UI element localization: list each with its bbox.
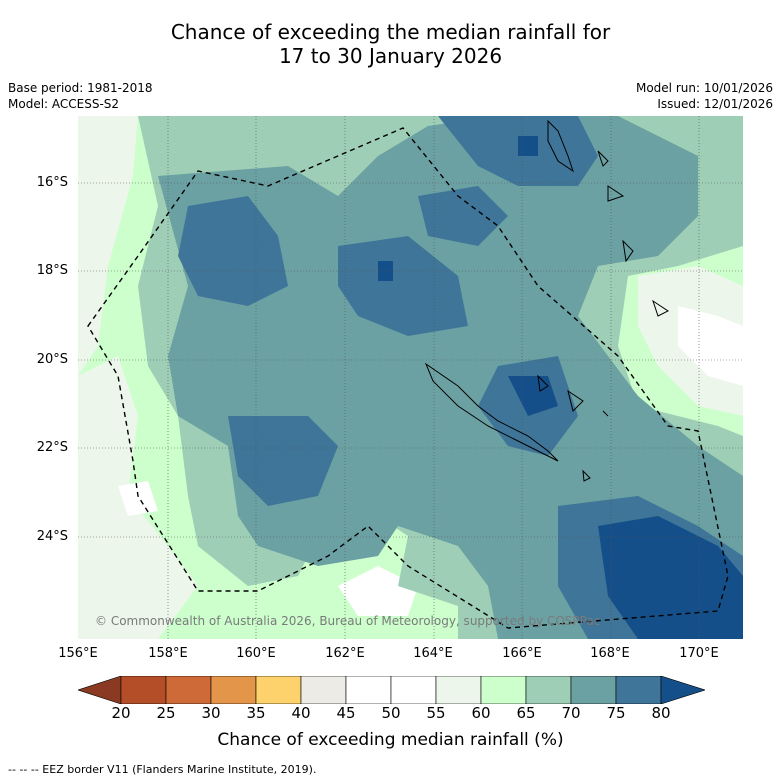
- lon-label-170e: 170°E: [679, 646, 719, 661]
- new-caledonia-coast: [424, 362, 559, 462]
- colorbar-arrow-low: [78, 676, 122, 704]
- lon-label-160e: 160°E: [236, 646, 276, 661]
- meta-right: Model run: 10/01/2026 Issued: 12/01/2026: [636, 80, 773, 112]
- lon-label-158e: 158°E: [148, 646, 188, 661]
- zone-75-80-west: [178, 196, 288, 306]
- graticule: [78, 116, 743, 639]
- colorbar-arrow-high: [660, 676, 705, 704]
- meta-left: Base period: 1981-2018 Model: ACCESS-S2: [8, 80, 153, 112]
- colorbar-segment: [435, 676, 482, 704]
- zone-55-60-west: [78, 116, 198, 639]
- lon-label-162e: 162°E: [325, 646, 365, 661]
- lon-label-164e: 164°E: [413, 646, 453, 661]
- zone-50-55-west: [118, 481, 158, 516]
- colorbar-tick-label: 25: [156, 704, 176, 722]
- eez-legend: -- -- -- EEZ border V11 (Flanders Marine…: [8, 763, 317, 776]
- colorbar-segment: [525, 676, 572, 704]
- colorbar-tick-label: 40: [291, 704, 311, 722]
- colorbar-segment: [300, 676, 347, 704]
- colorbar-tick-label: 60: [471, 704, 491, 722]
- colorbar-tick-label: 45: [336, 704, 356, 722]
- rainfall-map: [78, 116, 743, 639]
- colorbar-tick-label: 75: [606, 704, 626, 722]
- colorbar-segment: [615, 676, 662, 704]
- lat-label-16s: 16°S: [36, 175, 68, 190]
- vanuatu-coast-north: [547, 119, 574, 173]
- zone-75-80-southwest: [228, 416, 338, 506]
- copyright-notice: © Commonwealth of Australia 2026, Bureau…: [95, 614, 601, 628]
- colorbar-tick-label: 55: [426, 704, 446, 722]
- colorbar-tick-label: 65: [516, 704, 536, 722]
- colorbar-tick-label: 35: [246, 704, 266, 722]
- colorbar-segment: [480, 676, 527, 704]
- colorbar-segment: [345, 676, 392, 704]
- colorbar-tick-label: 70: [561, 704, 581, 722]
- colorbar-segment: [255, 676, 302, 704]
- colorbar-tick-label: 30: [201, 704, 221, 722]
- colorbar-segment: [210, 676, 257, 704]
- isle-of-pines: [582, 469, 591, 482]
- lon-label-166e: 166°E: [502, 646, 542, 661]
- map-title-line2: 17 to 30 January 2026: [278, 44, 503, 68]
- zone-80-plus: [598, 516, 743, 639]
- model-name: Model: ACCESS-S2: [8, 97, 120, 111]
- colorbar-segment: [120, 676, 167, 704]
- zone-50-55-east: [678, 306, 743, 386]
- loyalty-islands: [537, 374, 609, 417]
- vanuatu-coast-mid: [597, 150, 625, 202]
- colorbar-label: Chance of exceeding median rainfall (%): [217, 730, 564, 750]
- colorbar-tick-label: 20: [111, 704, 131, 722]
- colorbar-segment: [390, 676, 437, 704]
- colorbar-segment: [570, 676, 617, 704]
- lon-label-156e: 156°E: [58, 646, 98, 661]
- lat-label-24s: 24°S: [36, 529, 68, 544]
- model-run: Model run: 10/01/2026: [635, 81, 773, 95]
- issued-date: Issued: 12/01/2026: [657, 97, 773, 111]
- colorbar-segment: [165, 676, 212, 704]
- lat-label-18s: 18°S: [36, 263, 68, 278]
- lat-label-22s: 22°S: [36, 440, 68, 455]
- colorbar: [78, 676, 705, 704]
- map-svg: [78, 116, 743, 639]
- base-period: Base period: 1981-2018: [8, 81, 153, 95]
- colorbar-tick-label: 50: [381, 704, 401, 722]
- vanuatu-coast-south: [622, 239, 669, 317]
- colorbar-tick-label: 80: [651, 704, 671, 722]
- coastlines: [424, 119, 669, 482]
- lon-label-168e: 168°E: [590, 646, 630, 661]
- zone-75-80-central: [338, 186, 508, 336]
- lat-label-20s: 20°S: [36, 352, 68, 367]
- map-title-line1: Chance of exceeding the median rainfall …: [170, 20, 611, 44]
